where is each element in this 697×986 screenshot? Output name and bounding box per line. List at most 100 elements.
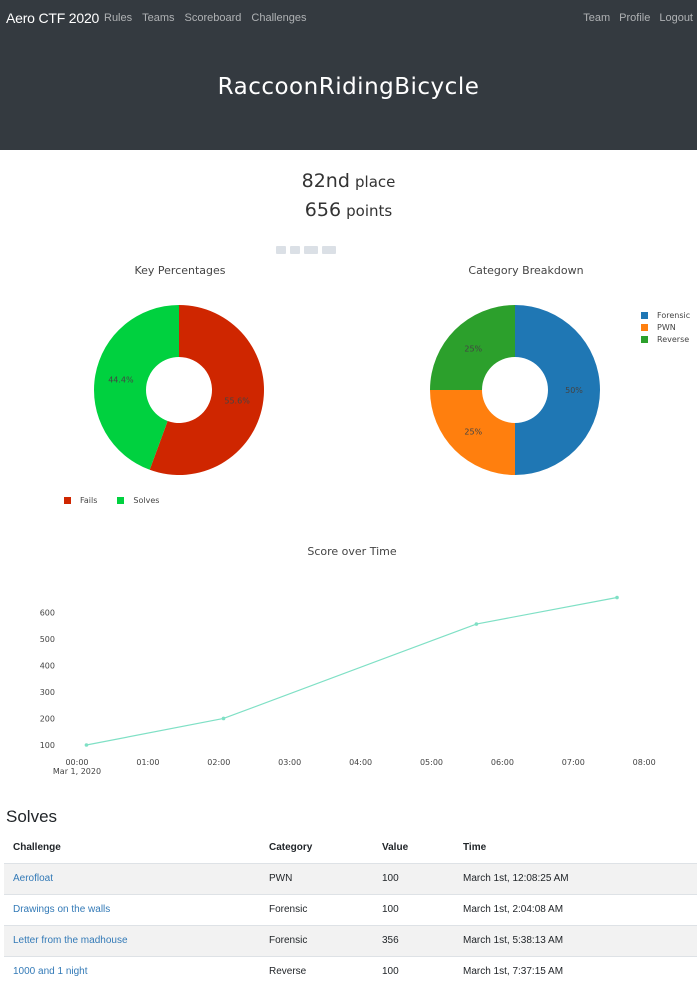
- legend-swatch-forensic: [641, 311, 648, 319]
- pie-label-solves: 44.4%: [108, 376, 134, 385]
- x-tick-label: 06:00: [491, 758, 514, 767]
- nav-scoreboard[interactable]: Scoreboard: [184, 12, 242, 24]
- score-point[interactable]: [221, 716, 226, 721]
- table-header-row: Challenge Category Value Time: [4, 832, 697, 864]
- y-tick-label: 300: [40, 688, 55, 697]
- score-over-time-title: Score over Time: [307, 545, 397, 558]
- legend-item-pwn[interactable]: PWN: [641, 321, 690, 333]
- nav-team[interactable]: Team: [583, 12, 611, 24]
- value-cell: 356: [373, 924, 454, 956]
- score-point[interactable]: [474, 622, 479, 626]
- points-unit: points: [346, 202, 393, 220]
- table-row: Drawings on the walls Forensic 100 March…: [4, 893, 697, 925]
- key-percentages-chart: 55.6% 44.4%: [94, 305, 264, 475]
- y-tick-label: 200: [40, 714, 55, 723]
- challenge-cell: Letter from the madhouse: [4, 924, 260, 956]
- pie-slice-pwn[interactable]: [430, 390, 515, 475]
- challenge-cell: Aerofloat: [4, 862, 260, 894]
- pie-label-fails: 55.6%: [224, 396, 250, 405]
- score-over-time-chart: 100 200 300 400 500 600 00:00 01:00 02:00 03:00 04…: [40, 595, 656, 776]
- legend-label-forensic: Forensic: [657, 310, 691, 320]
- legend-item-fails[interactable]: Fails: [64, 494, 97, 506]
- legend-label-reverse: Reverse: [657, 334, 690, 344]
- nav-left: Rules Teams Scoreboard Challenges: [104, 12, 316, 24]
- pan-icon[interactable]: [304, 246, 318, 254]
- x-tick-label: 05:00: [420, 758, 443, 767]
- team-name: RaccoonRidingBicycle: [217, 74, 480, 100]
- legend-item-forensic[interactable]: Forensic: [641, 309, 690, 321]
- place-unit: place: [355, 173, 396, 191]
- nav-rules[interactable]: Rules: [104, 12, 133, 24]
- y-tick-label: 500: [40, 635, 55, 644]
- challenge-link[interactable]: Letter from the madhouse: [13, 935, 128, 946]
- y-tick-label: 100: [40, 741, 55, 750]
- category-breakdown-chart: 50% 25% 25%: [430, 305, 600, 475]
- nav-challenges[interactable]: Challenges: [251, 12, 307, 24]
- column-header-time: Time: [454, 832, 697, 864]
- pie-slice-solves[interactable]: [94, 305, 179, 470]
- x-tick-label: 02:00: [207, 758, 230, 767]
- key-percentages-title: Key Percentages: [134, 264, 226, 277]
- pie-label-reverse: 25%: [464, 344, 482, 353]
- challenge-cell: Drawings on the walls: [4, 893, 260, 925]
- solves-heading: Solves: [6, 807, 58, 826]
- camera-icon[interactable]: [276, 246, 286, 254]
- legend-label-solves: Solves: [133, 495, 160, 505]
- column-header-category: Category: [260, 832, 373, 864]
- table-row: 1000 and 1 night Reverse 100 March 1st, …: [4, 955, 697, 986]
- score-point[interactable]: [84, 743, 89, 747]
- nav-teams[interactable]: Teams: [142, 12, 175, 24]
- pie-slice-forensic[interactable]: [515, 305, 600, 475]
- category-breakdown-title: Category Breakdown: [468, 264, 584, 277]
- pie-slice-fails[interactable]: [149, 305, 264, 475]
- x-tick-label: 04:00: [349, 758, 372, 767]
- brand-link[interactable]: Aero CTF 2020: [6, 10, 100, 26]
- x-date-label: Mar 1, 2020: [53, 767, 101, 776]
- pie-label-forensic: 50%: [565, 386, 583, 395]
- time-cell: March 1st, 5:38:13 AM: [454, 924, 697, 956]
- table-row: Letter from the madhouse Forensic 356 Ma…: [4, 924, 697, 956]
- team-place: 82nd place: [0, 170, 697, 192]
- challenge-cell: 1000 and 1 night: [4, 955, 260, 986]
- key-percentages-legend: Fails Solves: [64, 494, 159, 506]
- legend-item-reverse[interactable]: Reverse: [641, 333, 690, 345]
- column-header-value: Value: [373, 832, 454, 864]
- nav-right: Team Profile Logout: [574, 12, 693, 24]
- x-tick-label: 07:00: [562, 758, 585, 767]
- header: Aero CTF 2020 Rules Teams Scoreboard Cha…: [0, 0, 697, 150]
- challenge-link[interactable]: Drawings on the walls: [13, 904, 111, 915]
- category-cell: PWN: [260, 862, 373, 894]
- score-line: [86, 596, 618, 746]
- category-cell: Reverse: [260, 955, 373, 986]
- x-tick-label: 03:00: [278, 758, 301, 767]
- time-cell: March 1st, 12:08:25 AM: [454, 862, 697, 894]
- pie-slice-reverse[interactable]: [430, 305, 515, 390]
- category-cell: Forensic: [260, 893, 373, 925]
- challenge-link[interactable]: 1000 and 1 night: [13, 966, 88, 978]
- legend-label-fails: Fails: [80, 495, 98, 505]
- time-cell: March 1st, 2:04:08 AM: [454, 893, 697, 925]
- category-cell: Forensic: [260, 924, 373, 956]
- legend-swatch-fails: [64, 496, 71, 504]
- team-points: 656 points: [0, 199, 697, 221]
- value-cell: 100: [373, 862, 454, 894]
- plotly-logo-icon[interactable]: [322, 246, 336, 254]
- nav-logout[interactable]: Logout: [659, 12, 693, 24]
- y-tick-label: 400: [40, 661, 55, 670]
- y-tick-label: 600: [40, 608, 55, 617]
- table-row: Aerofloat PWN 100 March 1st, 12:08:25 AM: [4, 862, 697, 894]
- x-tick-label: 08:00: [633, 758, 656, 767]
- category-breakdown-legend: Forensic PWN Reverse: [641, 309, 690, 345]
- legend-item-solves[interactable]: Solves: [117, 494, 159, 506]
- nav-profile[interactable]: Profile: [619, 12, 651, 24]
- legend-swatch-reverse: [641, 335, 648, 343]
- challenge-link[interactable]: Aerofloat: [13, 873, 54, 884]
- place-number: 82nd: [301, 170, 350, 192]
- time-cell: March 1st, 7:37:15 AM: [454, 955, 697, 986]
- save-icon[interactable]: [290, 246, 300, 254]
- points-number: 656: [304, 199, 342, 221]
- legend-swatch-solves: [117, 496, 125, 504]
- pie-label-pwn: 25%: [464, 428, 482, 437]
- value-cell: 100: [373, 955, 454, 986]
- score-point[interactable]: [615, 595, 619, 600]
